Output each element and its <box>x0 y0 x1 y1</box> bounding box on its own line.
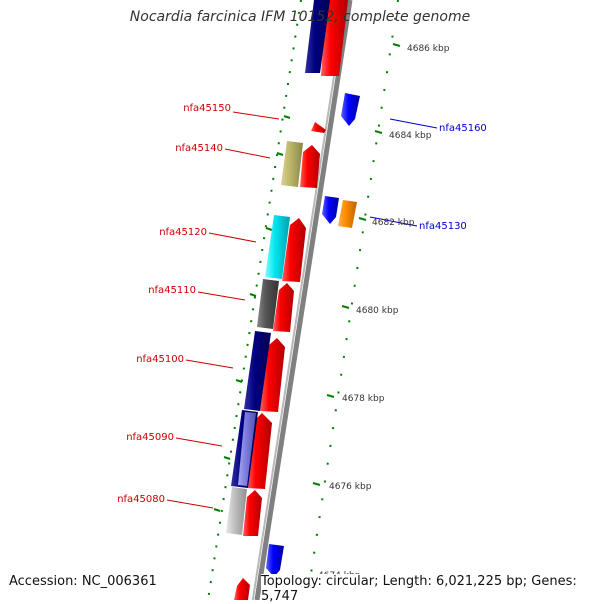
inner-scale-ring <box>207 0 302 601</box>
cds-arrow[interactable] <box>282 218 306 282</box>
feature-bar[interactable] <box>257 279 279 329</box>
scale-label: 4684 kbp <box>389 131 432 141</box>
feature-bar[interactable] <box>338 200 357 228</box>
cds-arrow[interactable] <box>243 490 262 536</box>
scale-label: 4680 kbp <box>356 306 399 316</box>
gene-label-nfa45090[interactable]: nfa45090 <box>126 432 174 443</box>
scale-label: 4682 kbp <box>372 218 415 228</box>
gene-label-nfa45160[interactable]: nfa45160 <box>439 123 487 134</box>
scale-label: 4678 kbp <box>342 394 385 404</box>
cds-arrow[interactable] <box>300 145 320 188</box>
gene-label-nfa45120[interactable]: nfa45120 <box>159 227 207 238</box>
genome-backbone-inner <box>251 0 347 601</box>
gene-label-nfa45150[interactable]: nfa45150 <box>183 103 231 114</box>
outer-scale-ring <box>306 0 399 601</box>
feature-bar[interactable] <box>265 215 290 279</box>
gene-label-nfa45100[interactable]: nfa45100 <box>136 354 184 365</box>
cds-arrow[interactable] <box>311 122 326 133</box>
feature-bar[interactable] <box>238 412 256 486</box>
cds-arrow[interactable] <box>321 0 348 76</box>
cds-arrow[interactable] <box>266 544 284 577</box>
cds-arrow[interactable] <box>234 578 250 600</box>
feature-bar[interactable] <box>244 331 271 411</box>
genome-summary: Topology: circular; Length: 6,021,225 bp… <box>261 574 600 604</box>
map-title: Nocardia farcinica IFM 10152, complete g… <box>129 9 471 25</box>
feature-bar[interactable] <box>305 0 330 73</box>
scale-label: 4686 kbp <box>407 44 450 54</box>
feature-bar[interactable] <box>226 487 247 535</box>
cds-reverse-strand[interactable] <box>266 93 360 577</box>
genome-backbone <box>254 0 353 601</box>
feature-classification-bars[interactable] <box>226 0 330 535</box>
scale-label: 4676 kbp <box>329 482 372 492</box>
cds-arrow[interactable] <box>260 338 285 412</box>
gene-label-nfa45140[interactable]: nfa45140 <box>175 143 223 154</box>
cds-arrow[interactable] <box>273 283 294 332</box>
major-ticks <box>312 43 401 486</box>
gene-label-nfa45130[interactable]: nfa45130 <box>419 221 467 232</box>
gene-label-nfa45110[interactable]: nfa45110 <box>148 285 196 296</box>
inner-ticks <box>213 115 291 512</box>
gene-label-nfa45080[interactable]: nfa45080 <box>117 494 165 505</box>
accession-info: Accession: NC_006361 <box>9 574 157 589</box>
label-leaders <box>166 111 438 509</box>
feature-bar[interactable] <box>281 141 303 187</box>
cds-arrow[interactable] <box>341 93 360 126</box>
cds-arrow[interactable] <box>322 196 339 224</box>
